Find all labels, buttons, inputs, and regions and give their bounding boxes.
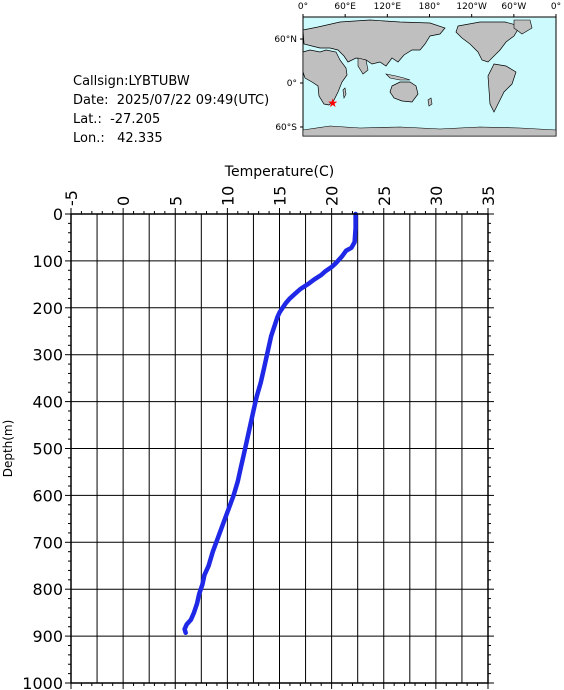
land-greenland	[513, 19, 533, 35]
y-axis-ticks: 0 100 200 300 400 500 600 700 800 900 1000	[22, 205, 494, 690]
y-tick-label: 500	[32, 440, 63, 459]
callsign-label: Callsign:	[73, 74, 129, 89]
y-tick-label: 1000	[22, 674, 63, 690]
x-tick-label: 10	[218, 186, 237, 206]
date-value: 2025/07/22 09:49(UTC)	[116, 93, 270, 108]
map-ticks: 0° 60°E 120°E 180° 120°W 60°W 0° 60°N 0° 60°S	[274, 2, 561, 133]
land-new-zealand	[427, 97, 433, 107]
lat-value: -27.205	[110, 112, 161, 127]
land-eurasia	[302, 19, 446, 67]
x-tick-label: 20	[323, 186, 342, 206]
lon-label: Lon.:	[73, 131, 105, 146]
station-marker-icon: ★	[327, 96, 338, 110]
date-label: Date:	[73, 93, 109, 108]
lat-row: Lat.: -27.205	[73, 110, 269, 129]
x-axis-ticks: -5 0 5 10 15 20 25 30 35	[62, 186, 498, 689]
callsign-value: LYBTUBW	[128, 74, 190, 89]
map-lon-tick-label: 60°E	[334, 2, 356, 12]
chart-series	[182, 211, 358, 636]
y-axis-label: Depth(m)	[1, 420, 15, 478]
temperature-profile-line	[182, 211, 358, 636]
land-africa	[302, 49, 348, 106]
map-lon-tick-label: 120°W	[456, 2, 487, 12]
land-australia	[389, 81, 419, 103]
y-tick-label: 600	[32, 486, 63, 505]
x-tick-label: 25	[375, 186, 394, 206]
map-lon-tick-label: 60°W	[501, 2, 526, 12]
land-madagascar	[342, 87, 347, 100]
y-tick-label: 200	[32, 299, 63, 318]
map-lon-tick-label: 0°	[551, 2, 561, 12]
y-tick-label: 100	[32, 252, 63, 271]
map-land	[302, 19, 557, 137]
y-tick-label: 400	[32, 393, 63, 412]
lon-value: 42.335	[117, 131, 163, 146]
map-lat-tick-label: 60°S	[275, 123, 297, 133]
y-tick-label: 900	[32, 627, 63, 646]
land-antarctica	[302, 125, 557, 137]
lon-row: Lon.: 42.335	[73, 129, 269, 148]
date-row: Date: 2025/07/22 09:49(UTC)	[73, 91, 269, 110]
map-lon-tick-label: 180°	[419, 2, 441, 12]
lat-label: Lat.:	[73, 112, 102, 127]
map-lat-tick-label: 0°	[287, 79, 297, 89]
y-tick-label: 300	[32, 346, 63, 365]
land-south-america	[487, 63, 517, 113]
map-marker: ★	[327, 96, 338, 110]
y-tick-label: 800	[32, 580, 63, 599]
land-north-america	[455, 21, 521, 63]
y-tick-label: 0	[53, 205, 63, 224]
y-tick-label: 700	[32, 533, 63, 552]
x-tick-label: 30	[427, 186, 446, 206]
x-tick-label: 5	[166, 196, 185, 206]
map-lat-tick-label: 60°N	[274, 35, 297, 45]
callsign-row: Callsign:LYBTUBW	[73, 72, 269, 91]
station-info: Callsign:LYBTUBW Date: 2025/07/22 09:49(…	[73, 72, 269, 148]
x-tick-label: -5	[62, 190, 81, 206]
x-tick-label: 35	[479, 186, 498, 206]
x-tick-label: 15	[271, 186, 290, 206]
map-lon-tick-label: 120°E	[374, 2, 402, 12]
chart-grid	[70, 213, 489, 684]
x-axis-label: Temperature(C)	[224, 164, 334, 180]
x-tick-label: 0	[114, 196, 133, 206]
land-india	[357, 57, 369, 75]
land-indonesia	[385, 73, 411, 81]
map-lon-tick-label: 0°	[298, 2, 308, 12]
